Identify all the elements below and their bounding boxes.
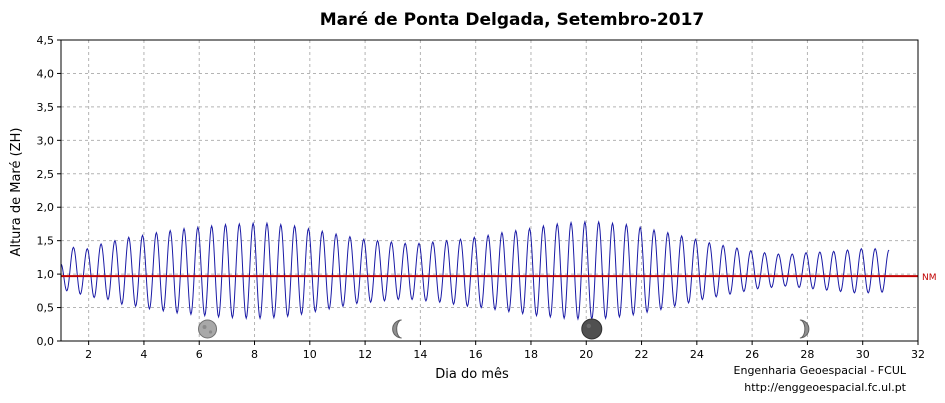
grid-lines [61, 40, 918, 341]
x-tick-label: 30 [856, 348, 870, 361]
y-tick-label: 0,0 [37, 335, 55, 348]
y-tick-label: 3,5 [37, 101, 55, 114]
y-tick-label: 2,0 [37, 201, 55, 214]
y-tick-label: 3,0 [37, 134, 55, 147]
y-tick-label: 1,5 [37, 235, 55, 248]
plot-frame [60, 39, 919, 342]
x-tick-label: 28 [800, 348, 814, 361]
plot-background [61, 40, 918, 341]
x-tick-label: 2 [85, 348, 92, 361]
x-tick-label: 4 [140, 348, 147, 361]
full-moon-disc [198, 319, 218, 339]
x-tick-label: 20 [579, 348, 593, 361]
last-quarter-icon [392, 319, 402, 339]
y-axis-title: Altura de Maré (ZH) [9, 128, 24, 257]
mean-level-label: NM [922, 273, 937, 283]
y-tick-label: 2,5 [37, 168, 55, 181]
x-tick-label: 16 [469, 348, 483, 361]
x-tick-label: 18 [524, 348, 538, 361]
tide-line [60, 220, 890, 321]
y-tick-label: 0,5 [37, 302, 55, 315]
full-moon-crater [202, 324, 207, 329]
full-moon-crater [208, 330, 213, 334]
new-moon-icon [581, 318, 603, 340]
chart-title: Maré de Ponta Delgada, Setembro-2017 [320, 10, 704, 30]
last-quarter-crescent [392, 319, 402, 339]
full-moon-icon [198, 319, 218, 339]
x-tick-label: 14 [413, 348, 427, 361]
x-tick-label: 6 [196, 348, 203, 361]
y-tick-label: 4,0 [37, 67, 55, 80]
x-tick-label: 24 [690, 348, 704, 361]
new-moon-crater [586, 323, 591, 329]
x-tick-label: 8 [251, 348, 258, 361]
x-tick-label: 32 [911, 348, 925, 361]
credit-line-2: http://enggeoespacial.fc.ul.pt [744, 381, 906, 394]
x-tick-label: 10 [303, 348, 317, 361]
y-tick-label: 1,0 [37, 268, 55, 281]
x-tick-label: 22 [635, 348, 649, 361]
x-tick-label: 26 [745, 348, 759, 361]
plot-area: NM2 4 6 8 10 12 14 16 18 20 22 24 26 28 30 320,00,51,01… [37, 34, 937, 361]
x-tick-label: 12 [358, 348, 372, 361]
y-tick-label: 4,5 [37, 34, 55, 47]
new-moon-disc [581, 318, 603, 340]
credit-line-1: Engenharia Geoespacial - FCUL [734, 364, 907, 377]
x-axis-title: Dia do mês [435, 367, 509, 382]
